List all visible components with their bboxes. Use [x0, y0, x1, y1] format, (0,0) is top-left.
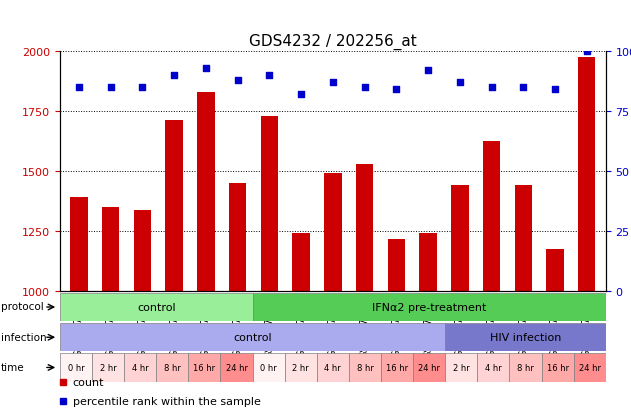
Bar	[451, 186, 468, 413]
Point	[518, 84, 528, 91]
Point	[487, 84, 497, 91]
Text: 8 hr: 8 hr	[517, 363, 534, 372]
Point	[455, 79, 465, 86]
Point	[264, 72, 274, 79]
Bar	[420, 234, 437, 413]
Bar	[60, 354, 92, 382]
Point	[391, 87, 401, 93]
Point	[233, 77, 243, 84]
Bar	[102, 207, 119, 413]
Point	[328, 79, 338, 86]
Text: 4 hr: 4 hr	[485, 363, 502, 372]
Text: 16 hr: 16 hr	[193, 363, 216, 372]
Bar	[445, 323, 606, 351]
Bar	[477, 354, 509, 382]
Bar	[124, 354, 156, 382]
Point	[105, 84, 115, 91]
Bar	[514, 186, 532, 413]
Text: control: control	[137, 302, 175, 312]
Text: infection: infection	[1, 332, 47, 342]
Text: 2 hr: 2 hr	[292, 363, 309, 372]
Text: protocol: protocol	[1, 302, 44, 312]
Text: count: count	[73, 377, 104, 387]
Bar	[483, 141, 500, 413]
Text: time: time	[1, 362, 25, 372]
Bar	[578, 57, 596, 413]
Point	[423, 67, 433, 74]
Text: 16 hr: 16 hr	[546, 363, 569, 372]
Bar	[60, 293, 252, 321]
Point	[169, 72, 179, 79]
Bar	[285, 354, 317, 382]
Text: 8 hr: 8 hr	[164, 363, 180, 372]
Bar	[220, 354, 252, 382]
Bar	[292, 234, 310, 413]
Bar	[229, 183, 246, 413]
Bar	[324, 174, 341, 413]
Text: control: control	[233, 332, 272, 342]
Text: 24 hr: 24 hr	[579, 363, 601, 372]
Text: 24 hr: 24 hr	[418, 363, 440, 372]
Text: 16 hr: 16 hr	[386, 363, 408, 372]
Text: 4 hr: 4 hr	[132, 363, 148, 372]
Bar	[541, 354, 574, 382]
Text: 4 hr: 4 hr	[324, 363, 341, 372]
Point	[201, 65, 211, 72]
Bar	[317, 354, 349, 382]
Bar	[252, 293, 606, 321]
Text: 2 hr: 2 hr	[100, 363, 117, 372]
Bar	[70, 198, 88, 413]
Text: percentile rank within the sample: percentile rank within the sample	[73, 396, 261, 406]
Text: 0 hr: 0 hr	[68, 363, 85, 372]
Point	[582, 48, 592, 55]
Point	[296, 91, 306, 98]
Bar	[261, 116, 278, 413]
Text: HIV infection: HIV infection	[490, 332, 561, 342]
Text: 2 hr: 2 hr	[453, 363, 469, 372]
Text: 8 hr: 8 hr	[357, 363, 374, 372]
Bar	[413, 354, 445, 382]
Bar	[134, 211, 151, 413]
Bar	[349, 354, 381, 382]
Bar	[574, 354, 606, 382]
Bar	[381, 354, 413, 382]
Point	[360, 84, 370, 91]
Bar	[165, 121, 183, 413]
Bar	[546, 249, 563, 413]
Text: 24 hr: 24 hr	[225, 363, 247, 372]
Point	[138, 84, 148, 91]
Bar	[252, 354, 285, 382]
Bar	[92, 354, 124, 382]
Bar	[189, 354, 220, 382]
Bar	[356, 164, 374, 413]
Point	[550, 87, 560, 93]
Bar	[445, 354, 477, 382]
Bar	[156, 354, 189, 382]
Text: IFNα2 pre-treatment: IFNα2 pre-treatment	[372, 302, 487, 312]
Bar	[60, 323, 445, 351]
Point	[74, 84, 84, 91]
Text: 0 hr: 0 hr	[260, 363, 277, 372]
Bar	[387, 240, 405, 413]
Title: GDS4232 / 202256_at: GDS4232 / 202256_at	[249, 34, 416, 50]
Bar	[509, 354, 541, 382]
Bar	[198, 93, 215, 413]
